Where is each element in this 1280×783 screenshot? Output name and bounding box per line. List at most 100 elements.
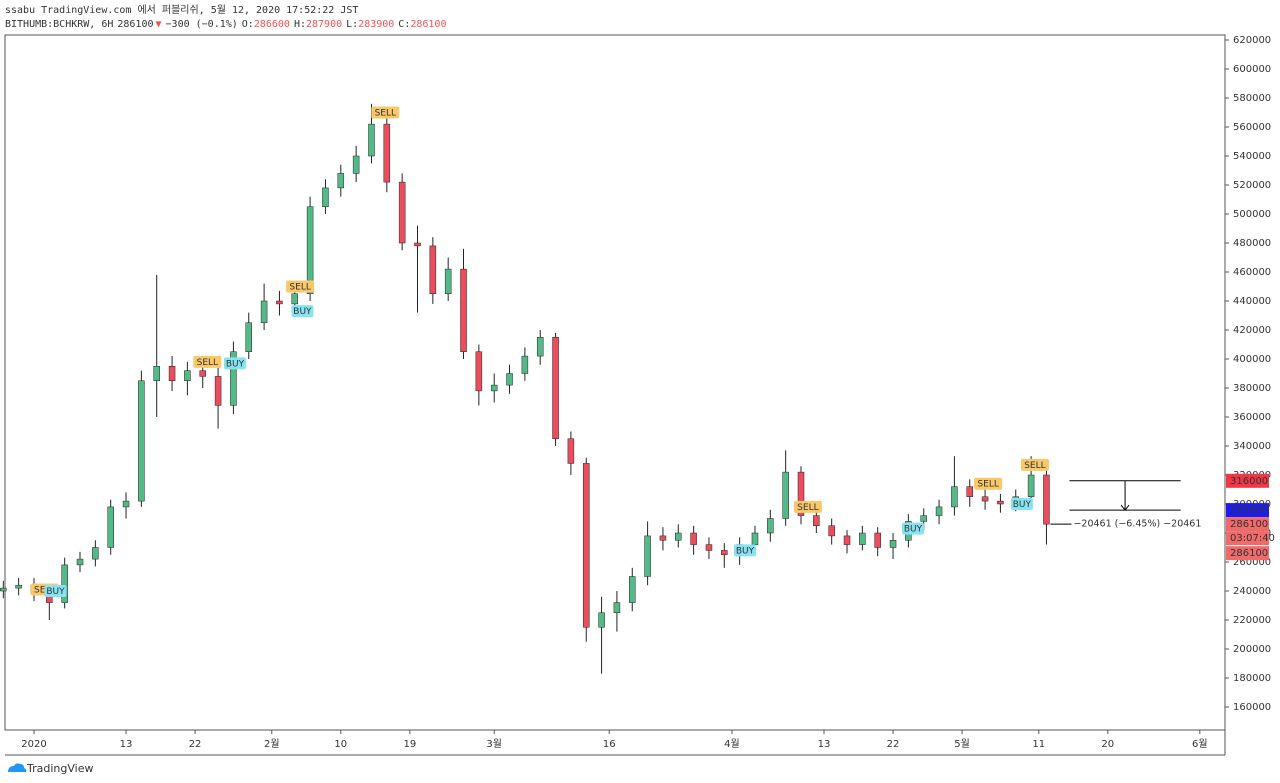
- candle-body: [613, 602, 621, 614]
- signal-label-text: BUY: [1013, 500, 1032, 510]
- candle-body: [214, 376, 222, 406]
- candle-body: [644, 535, 651, 577]
- signal-label-bg: [1020, 458, 1049, 471]
- candle-body: [383, 123, 391, 183]
- signal-label: SELL: [1020, 458, 1049, 471]
- caption: ssabu TradingView.com 에서 퍼블리쉬, 5월 12, 20…: [5, 4, 358, 16]
- candle-body: [859, 532, 866, 545]
- candle-body: [629, 576, 636, 603]
- signal-label-text: BUY: [293, 307, 312, 317]
- y-tick-label: 600000: [1233, 64, 1271, 75]
- signal-label-bg: [223, 357, 246, 370]
- candle-body: [874, 532, 881, 548]
- price-marker: [1226, 517, 1269, 532]
- y-tick-label: 360000: [1233, 412, 1271, 423]
- signal-label-text: SELL: [289, 283, 310, 293]
- y-tick-label: 520000: [1233, 180, 1271, 191]
- candle-body: [15, 584, 22, 589]
- price-marker: [1226, 473, 1269, 488]
- signal-label-bg: [974, 477, 1003, 490]
- y-tick-label: 580000: [1233, 93, 1271, 104]
- candle-body: [0, 587, 7, 592]
- measure-label: −20461 (−6.45%) −20461: [1073, 519, 1201, 530]
- candle-body: [184, 370, 191, 382]
- signal-label-bg: [44, 585, 67, 598]
- candle-body: [506, 373, 513, 386]
- signal-label-text: BUY: [904, 525, 923, 535]
- signal-label-text: BUY: [736, 546, 755, 556]
- candle-body: [797, 471, 805, 516]
- legend-item: H:: [294, 19, 306, 30]
- y-tick-label: 620000: [1233, 35, 1271, 46]
- price-marker-label: 295800: [1230, 505, 1268, 516]
- candle-body: [368, 123, 375, 157]
- candle-body: [92, 547, 99, 560]
- candle-body: [1043, 474, 1050, 525]
- candle-body: [245, 322, 253, 353]
- legend-item: 287900: [306, 19, 342, 30]
- candle-body: [552, 337, 559, 440]
- candle-body: [276, 300, 283, 305]
- signal-label: BUY: [291, 305, 314, 318]
- legend-item: L:: [346, 19, 358, 30]
- y-tick-label: 240000: [1233, 586, 1271, 597]
- candle-body: [61, 564, 68, 603]
- price-marker-label: 286100: [1230, 519, 1268, 530]
- x-tick-label: 13: [818, 739, 831, 750]
- legend-item: C:: [398, 19, 410, 30]
- candle-body: [444, 268, 452, 295]
- candle-body: [521, 355, 529, 374]
- y-tick-label: 480000: [1233, 238, 1271, 249]
- candle-body: [536, 337, 544, 357]
- x-tick-label: 5월: [954, 738, 970, 750]
- candle-body: [920, 515, 927, 522]
- candle-body: [475, 351, 483, 392]
- candle-body: [260, 300, 268, 324]
- candle-body: [322, 187, 329, 208]
- candle-body: [153, 366, 160, 382]
- candle-body: [337, 173, 345, 189]
- legend-item: −300 (−0.1%): [166, 19, 238, 30]
- y-tick-label: 460000: [1233, 267, 1271, 278]
- signal-label: SELL: [793, 500, 822, 513]
- candle-body: [843, 535, 851, 545]
- legend-item: O:: [242, 19, 254, 30]
- candle-body: [935, 506, 943, 516]
- y-tick-label: 260000: [1233, 557, 1271, 568]
- candle-body: [138, 380, 145, 502]
- legend-item: 286600: [254, 19, 290, 30]
- candle-body: [460, 268, 467, 353]
- signal-label-text: SELL: [797, 503, 818, 513]
- y-tick-label: 220000: [1233, 615, 1271, 626]
- candle-body: [966, 486, 973, 498]
- candle-body: [997, 500, 1004, 505]
- countdown-bg: [1226, 531, 1269, 546]
- candle-body: [414, 242, 421, 247]
- y-tick-label: 500000: [1233, 209, 1271, 220]
- x-tick-label: 20: [1101, 739, 1114, 750]
- brand-logo: [8, 763, 27, 772]
- y-tick-label: 340000: [1233, 441, 1271, 452]
- candle-body: [981, 496, 989, 502]
- signal-label-text: SELL: [197, 358, 218, 368]
- candle-body: [782, 471, 789, 519]
- candle-body: [675, 532, 682, 541]
- signal-label: SELL: [193, 355, 222, 368]
- candle-body: [291, 293, 299, 305]
- candle-body: [813, 515, 820, 527]
- signal-label-bg: [193, 355, 222, 368]
- candle-body: [582, 463, 590, 628]
- signal-label-text: SELL: [977, 480, 998, 490]
- signal-label-text: SELL: [375, 109, 396, 119]
- measure-arrowhead: [1120, 504, 1130, 511]
- signal-label-text: BUY: [226, 359, 245, 369]
- candle-body: [690, 532, 697, 545]
- candle-body: [199, 370, 206, 377]
- candle-body: [951, 486, 958, 508]
- price-marker-label: 286100: [1230, 548, 1268, 559]
- signal-label: BUY: [44, 585, 67, 598]
- candle-body: [567, 438, 575, 464]
- candle-body: [76, 558, 84, 566]
- x-tick-label: 22: [189, 739, 202, 750]
